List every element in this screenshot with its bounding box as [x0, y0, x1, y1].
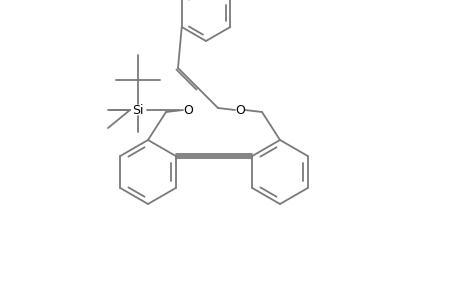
Text: O: O [235, 103, 244, 116]
Text: Si: Si [132, 103, 143, 116]
Text: O: O [183, 103, 192, 116]
